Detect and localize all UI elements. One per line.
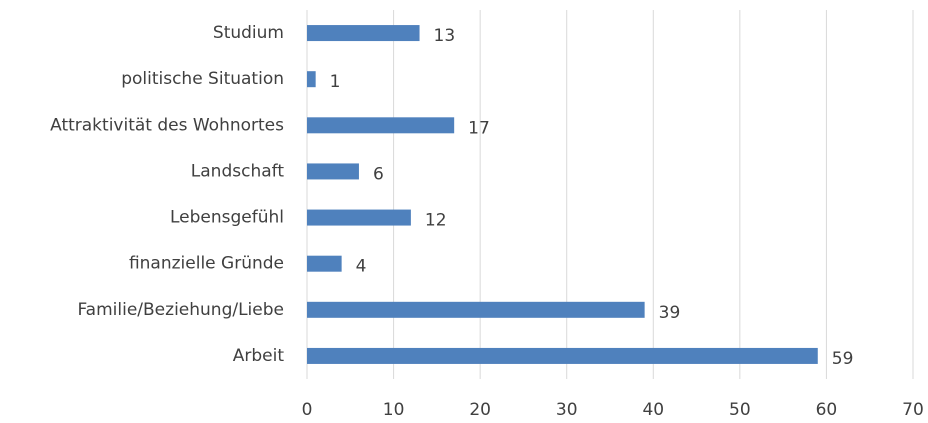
y-tick-label: Familie/Beziehung/Liebe (77, 300, 284, 320)
value-label: 39 (659, 303, 681, 323)
value-label: 12 (425, 211, 447, 231)
bar (307, 255, 342, 272)
x-tick-label: 0 (302, 400, 313, 420)
y-tick-label: Landschaft (191, 161, 285, 181)
bar (307, 163, 359, 180)
y-tick-label: Attraktivität des Wohnortes (50, 115, 284, 135)
y-tick-label: Lebensgefühl (170, 208, 284, 228)
bar (307, 71, 316, 88)
value-label: 13 (434, 26, 456, 46)
value-label: 17 (468, 118, 490, 138)
bar (307, 209, 411, 226)
x-tick-label: 70 (902, 400, 924, 420)
value-label: 6 (373, 164, 384, 184)
x-tick-label: 10 (383, 400, 405, 420)
x-tick-label: 20 (469, 400, 491, 420)
y-tick-label: finanzielle Gründe (129, 254, 284, 274)
y-tick-label: Arbeit (233, 346, 285, 366)
x-tick-label: 50 (729, 400, 751, 420)
y-tick-label: Studium (213, 23, 284, 43)
bar (307, 25, 420, 42)
bar (307, 117, 455, 134)
value-label: 1 (330, 72, 341, 92)
x-tick-label: 30 (556, 400, 578, 420)
bar (307, 301, 645, 318)
value-label: 4 (356, 257, 367, 277)
x-tick-label: 60 (816, 400, 838, 420)
value-label: 59 (832, 349, 854, 369)
bar (307, 347, 818, 364)
y-tick-label: politische Situation (121, 69, 284, 89)
x-tick-label: 40 (642, 400, 664, 420)
